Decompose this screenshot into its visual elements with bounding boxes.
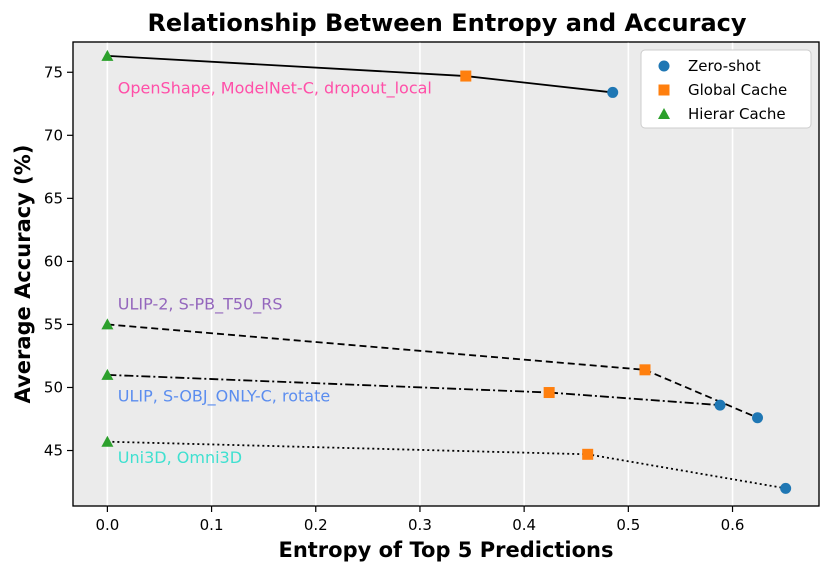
x-tick-label: 0.1	[200, 516, 224, 534]
global-cache-point	[639, 364, 651, 376]
y-tick-label: 70	[44, 126, 63, 144]
plot-frame	[72, 41, 820, 507]
legend-zero-shot-marker	[658, 60, 670, 72]
global-cache-point	[543, 387, 555, 399]
group-annotation: ULIP, S-OBJ_ONLY-C, rotate	[118, 386, 330, 406]
global-cache-point	[460, 70, 472, 82]
x-axis-label: Entropy of Top 5 Predictions	[278, 538, 613, 562]
zero-shot-point	[714, 399, 726, 411]
legend-box	[640, 49, 812, 129]
legend-global-cache-label: Global Cache	[688, 81, 787, 99]
zero-shot-point	[607, 86, 619, 98]
hierar-cache-point	[101, 318, 114, 330]
global-cache-point	[582, 448, 594, 460]
x-tick-label: 0.4	[512, 516, 536, 534]
group-annotation: ULIP-2, S-PB_T50_RS	[118, 294, 283, 314]
y-tick-label: 65	[44, 189, 63, 207]
y-tick-label: 45	[44, 442, 63, 460]
y-tick-label: 50	[44, 378, 63, 396]
x-tick-label: 0.5	[616, 516, 640, 534]
hierar-cache-point	[101, 368, 114, 380]
legend-hierar-cache-marker	[658, 108, 670, 119]
legend-hierar-cache-label: Hierar Cache	[688, 105, 786, 123]
data-markers	[101, 49, 792, 494]
y-tick-label: 60	[44, 252, 63, 270]
hierar-cache-point	[101, 435, 114, 447]
y-axis-ticks: 45 50 55 60 65 70 75	[44, 63, 73, 460]
legend-global-cache-marker	[658, 84, 670, 96]
group-annotations: OpenShape, ModelNet-C, dropout_local ULIP…	[118, 79, 432, 467]
y-axis-label: Average Accuracy (%)	[11, 145, 35, 404]
hierar-cache-point	[101, 49, 114, 61]
zero-shot-point	[752, 412, 764, 424]
group-annotation: Uni3D, Omni3D	[118, 448, 242, 467]
gridlines	[106, 42, 734, 506]
chart-title: Relationship Between Entropy and Accurac…	[147, 9, 746, 37]
y-tick-label: 55	[44, 315, 63, 333]
legend-zero-shot-label: Zero-shot	[688, 57, 761, 75]
legend: Zero-shot Global Cache Hierar Cache	[640, 49, 812, 129]
x-axis-ticks: 0.0 0.1 0.2 0.3 0.4 0.5 0.6	[95, 506, 744, 534]
x-tick-label: 0.0	[95, 516, 119, 534]
zero-shot-point	[780, 482, 792, 494]
x-tick-label: 0.6	[721, 516, 745, 534]
x-tick-label: 0.2	[304, 516, 328, 534]
y-tick-label: 75	[44, 63, 63, 81]
group-annotation: OpenShape, ModelNet-C, dropout_local	[118, 79, 432, 99]
x-tick-label: 0.3	[408, 516, 432, 534]
